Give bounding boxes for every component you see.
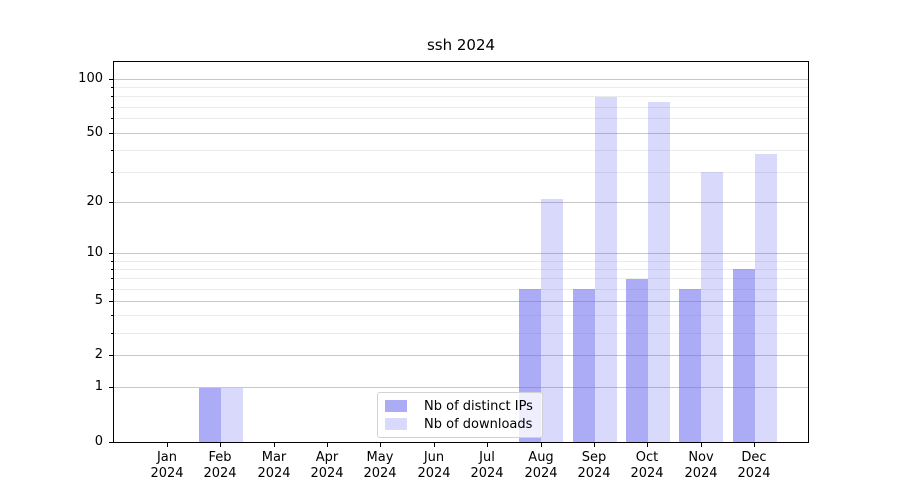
y-tick-label: 10 [86,245,103,260]
y-tick-label: 5 [94,293,103,308]
bar-nb-of-distinct-ips-dec-2024 [732,269,755,442]
bar-nb-of-downloads-nov-2024 [701,172,724,442]
x-axis-tick [754,443,755,447]
y-axis-minor-tick [111,172,113,173]
gridline-major [114,133,808,134]
x-tick-label: May 2024 [363,450,397,481]
x-axis-tick [541,443,542,447]
gridline-major [114,202,808,203]
gridline-minor [114,269,808,270]
bar-nb-of-downloads-oct-2024 [647,101,670,442]
x-axis-tick [220,443,221,447]
x-tick-label: Nov 2024 [684,450,718,481]
y-axis-minor-tick [111,278,113,279]
y-axis-minor-tick [111,107,113,108]
y-axis-minor-tick [111,269,113,270]
x-axis-tick [434,443,435,447]
gridline-minor [114,261,808,262]
bar-nb-of-downloads-feb-2024 [220,387,243,442]
y-axis-tick [109,202,113,203]
x-axis-tick [594,443,595,447]
x-axis-tick [380,443,381,447]
y-axis-tick [109,253,113,254]
x-tick-label: Oct 2024 [630,450,664,481]
x-tick-label: Sep 2024 [577,450,611,481]
x-tick-label: Mar 2024 [257,450,291,481]
legend-swatch-downloads [385,418,407,430]
legend-entry-downloads: Nb of downloads [385,415,534,433]
bar-nb-of-distinct-ips-nov-2024 [679,289,702,442]
x-tick-label: Apr 2024 [310,450,344,481]
y-axis-tick [109,387,113,388]
x-tick-label: Jun 2024 [417,450,451,481]
gridline-minor [114,172,808,173]
legend-entry-distinct-ips: Nb of distinct IPs [385,397,534,415]
bar-nb-of-distinct-ips-oct-2024 [625,278,648,442]
x-axis-tick [327,443,328,447]
gridline-minor [114,333,808,334]
y-axis-minor-tick [111,150,113,151]
gridline-minor [114,107,808,108]
gridline-minor [114,87,808,88]
gridline-minor [114,96,808,97]
y-tick-label: 50 [86,125,103,140]
legend-label-downloads: Nb of downloads [424,416,533,432]
legend-label-distinct-ips: Nb of distinct IPs [424,398,533,414]
gridline-major [114,79,808,80]
gridline-major [114,355,808,356]
chart-title: ssh 2024 [426,36,496,54]
y-axis-tick [109,301,113,302]
x-axis-tick [167,443,168,447]
x-tick-label: Dec 2024 [737,450,771,481]
y-tick-label: 2 [94,347,103,362]
y-axis-minor-tick [111,118,113,119]
y-axis-minor-tick [111,315,113,316]
gridline-minor [114,118,808,119]
y-tick-label: 20 [86,194,103,209]
bar-nb-of-distinct-ips-feb-2024 [198,387,221,442]
legend: Nb of distinct IPs Nb of downloads [377,392,543,438]
legend-swatch-distinct-ips [385,400,407,412]
x-tick-label: Jul 2024 [470,450,504,481]
x-tick-label: Aug 2024 [524,450,558,481]
y-axis-tick [109,79,113,80]
x-tick-label: Jan 2024 [150,450,184,481]
y-axis-tick [109,133,113,134]
x-axis-tick [701,443,702,447]
x-axis-tick [487,443,488,447]
gridline-major [114,387,808,388]
y-axis-tick [109,442,113,443]
gridline-minor [114,278,808,279]
y-axis-minor-tick [111,289,113,290]
gridline-major [114,301,808,302]
plot-area [113,61,809,443]
x-axis-tick [647,443,648,447]
y-axis-minor-tick [111,87,113,88]
bar-nb-of-downloads-dec-2024 [754,154,777,442]
bar-nb-of-downloads-aug-2024 [541,199,564,442]
gridline-minor [114,289,808,290]
y-axis-minor-tick [111,333,113,334]
x-axis-tick [274,443,275,447]
gridline-minor [114,150,808,151]
gridline-minor [114,315,808,316]
bar-nb-of-distinct-ips-sep-2024 [572,289,595,442]
bar-nb-of-downloads-sep-2024 [594,96,617,442]
y-tick-label: 0 [94,434,103,449]
x-tick-label: Feb 2024 [203,450,237,481]
y-axis-minor-tick [111,96,113,97]
gridline-major [114,253,808,254]
y-axis-tick [109,355,113,356]
y-tick-label: 100 [78,71,103,86]
y-axis-minor-tick [111,261,113,262]
y-tick-label: 1 [94,379,103,394]
